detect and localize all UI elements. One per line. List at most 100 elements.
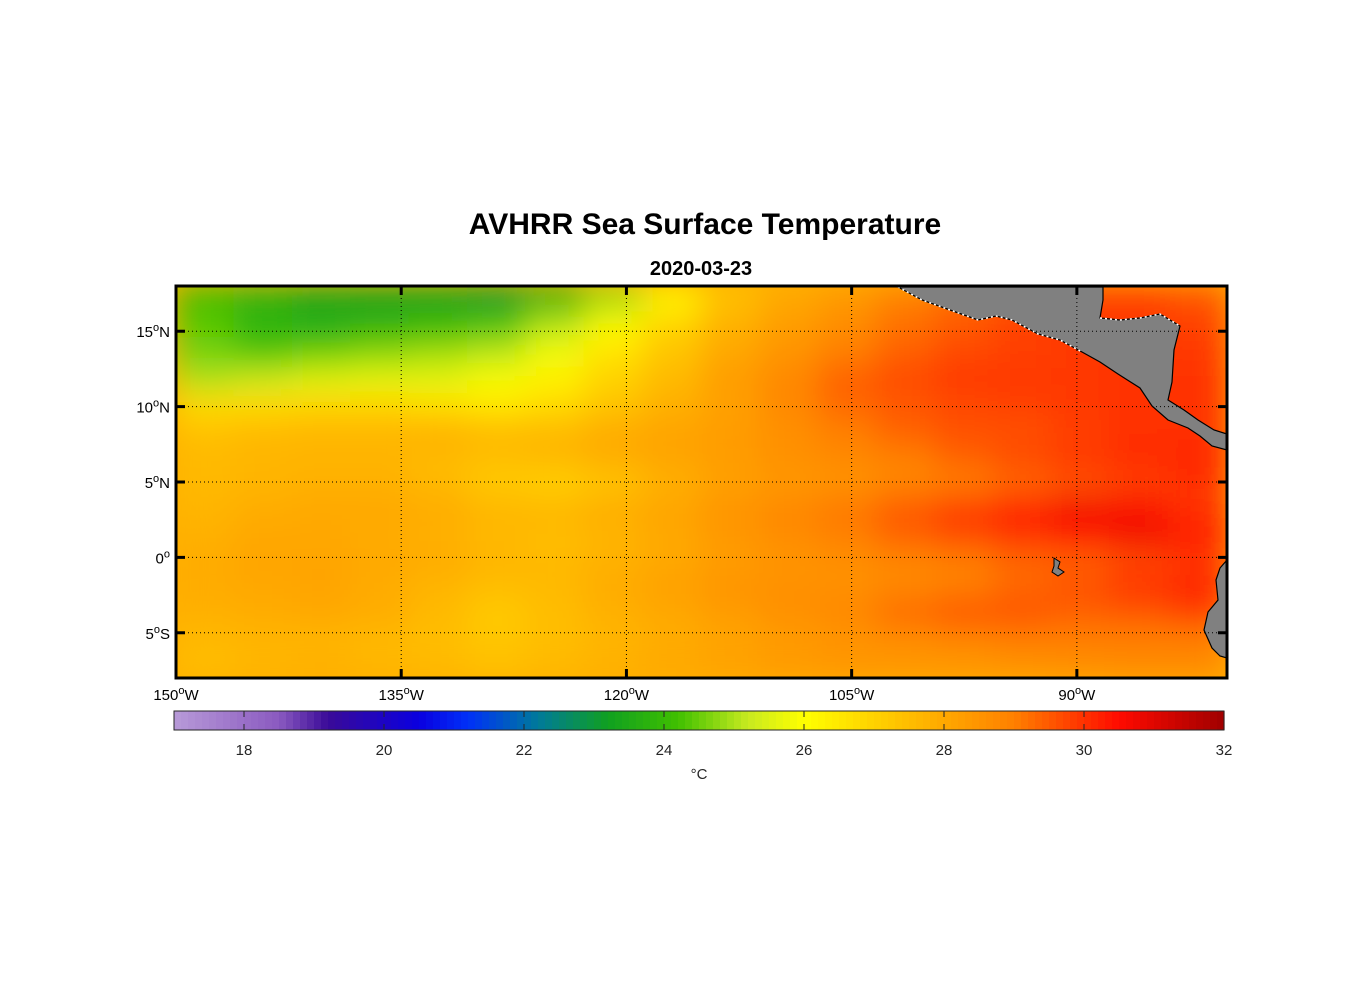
sst-cell [583,286,645,314]
sst-cell [466,389,528,418]
sst-cell [466,546,528,575]
colorbar-swatch [1217,711,1225,730]
colorbar-swatch [678,711,686,730]
sst-cell [525,650,586,678]
colorbar-swatch [944,711,952,730]
sst-cell [525,441,586,470]
colorbar-swatch [482,711,490,730]
sst-cell [1050,520,1112,549]
colorbar-swatch [1182,711,1190,730]
colorbar-tick-label: 20 [376,742,393,759]
colorbar-swatch [1049,711,1057,730]
colorbar-swatch [510,711,518,730]
colorbar-swatch [566,711,574,730]
sst-cell [350,546,411,575]
sst-cell [817,572,878,601]
colorbar-swatch [398,711,406,730]
sst-cell [350,311,411,340]
sst-cell [291,572,353,601]
sst-cell [875,363,937,392]
colorbar-tick-label: 22 [516,742,533,759]
sst-cell [233,337,294,366]
sst-cell [1109,415,1170,444]
colorbar-swatch [1189,711,1197,730]
sst-cell [408,546,469,575]
sst-cell [992,363,1053,392]
colorbar-swatch [195,711,203,730]
sst-cell [176,598,236,627]
lat-tick-label: 0o [156,548,170,567]
sst-cell [934,650,995,678]
colorbar-tick-label: 30 [1076,742,1093,759]
colorbar-swatch [706,711,714,730]
sst-cell [350,441,411,470]
colorbar-swatch [587,711,595,730]
sst-cell [350,337,411,366]
land-coast-dots [897,286,1181,353]
sst-cell [1109,650,1170,678]
colorbar-swatch [545,711,553,730]
colorbar-swatch [447,711,455,730]
colorbar-swatch [965,711,973,730]
colorbar-swatch [454,711,462,730]
sst-cell [700,572,761,601]
sst-cell [176,311,236,340]
sst-cell [934,546,995,575]
lon-tick-label: 120oW [604,685,650,704]
sst-cell [525,467,586,496]
sst-cell [1167,363,1227,392]
sst-cell [700,494,761,523]
colorbar-swatch [1084,711,1092,730]
lon-tick-label: 135oW [379,685,425,704]
colorbar-swatch [958,711,966,730]
colorbar-swatch [1203,711,1211,730]
sst-cell [525,389,586,418]
colorbar-swatch [902,711,910,730]
colorbar-swatch [748,711,756,730]
sst-cell [642,546,703,575]
sst-cell [1050,598,1112,627]
sst-cell [817,494,878,523]
sst-cell [758,389,820,418]
colorbar-swatch [531,711,539,730]
colorbar-swatch [783,711,791,730]
sst-cell [700,363,761,392]
sst-cell [525,624,586,653]
sst-cell [758,650,820,678]
sst-cell [466,520,528,549]
sst-cell [466,311,528,340]
colorbar-swatch [1210,711,1218,730]
sst-cell [758,363,820,392]
sst-cell [934,441,995,470]
colorbar-swatch [867,711,875,730]
sst-cell [642,624,703,653]
colorbar-swatch [370,711,378,730]
colorbar-swatch [216,711,224,730]
sst-cell [992,598,1053,627]
colorbar-swatch [1035,711,1043,730]
sst-cell [817,337,878,366]
sst-cell [408,572,469,601]
sst-cell [466,441,528,470]
colorbar-swatch [818,711,826,730]
sst-cell [408,311,469,340]
sst-cell [408,337,469,366]
colorbar-swatch [972,711,980,730]
sst-cell [1050,624,1112,653]
sst-cell [233,624,294,653]
colorbar-swatch [601,711,609,730]
colorbar-swatch [1077,711,1085,730]
sst-cell [233,415,294,444]
sst-cell [642,311,703,340]
sst-cell [291,311,353,340]
colorbar-swatch [412,711,420,730]
sst-cell [583,337,645,366]
sst-cell [875,650,937,678]
colorbar-swatch [951,711,959,730]
sst-cell [291,286,353,314]
colorbar-swatch [930,711,938,730]
colorbar-swatch [258,711,266,730]
map-gridlines [176,286,1227,678]
colorbar-swatch [615,711,623,730]
colorbar-swatch [1042,711,1050,730]
